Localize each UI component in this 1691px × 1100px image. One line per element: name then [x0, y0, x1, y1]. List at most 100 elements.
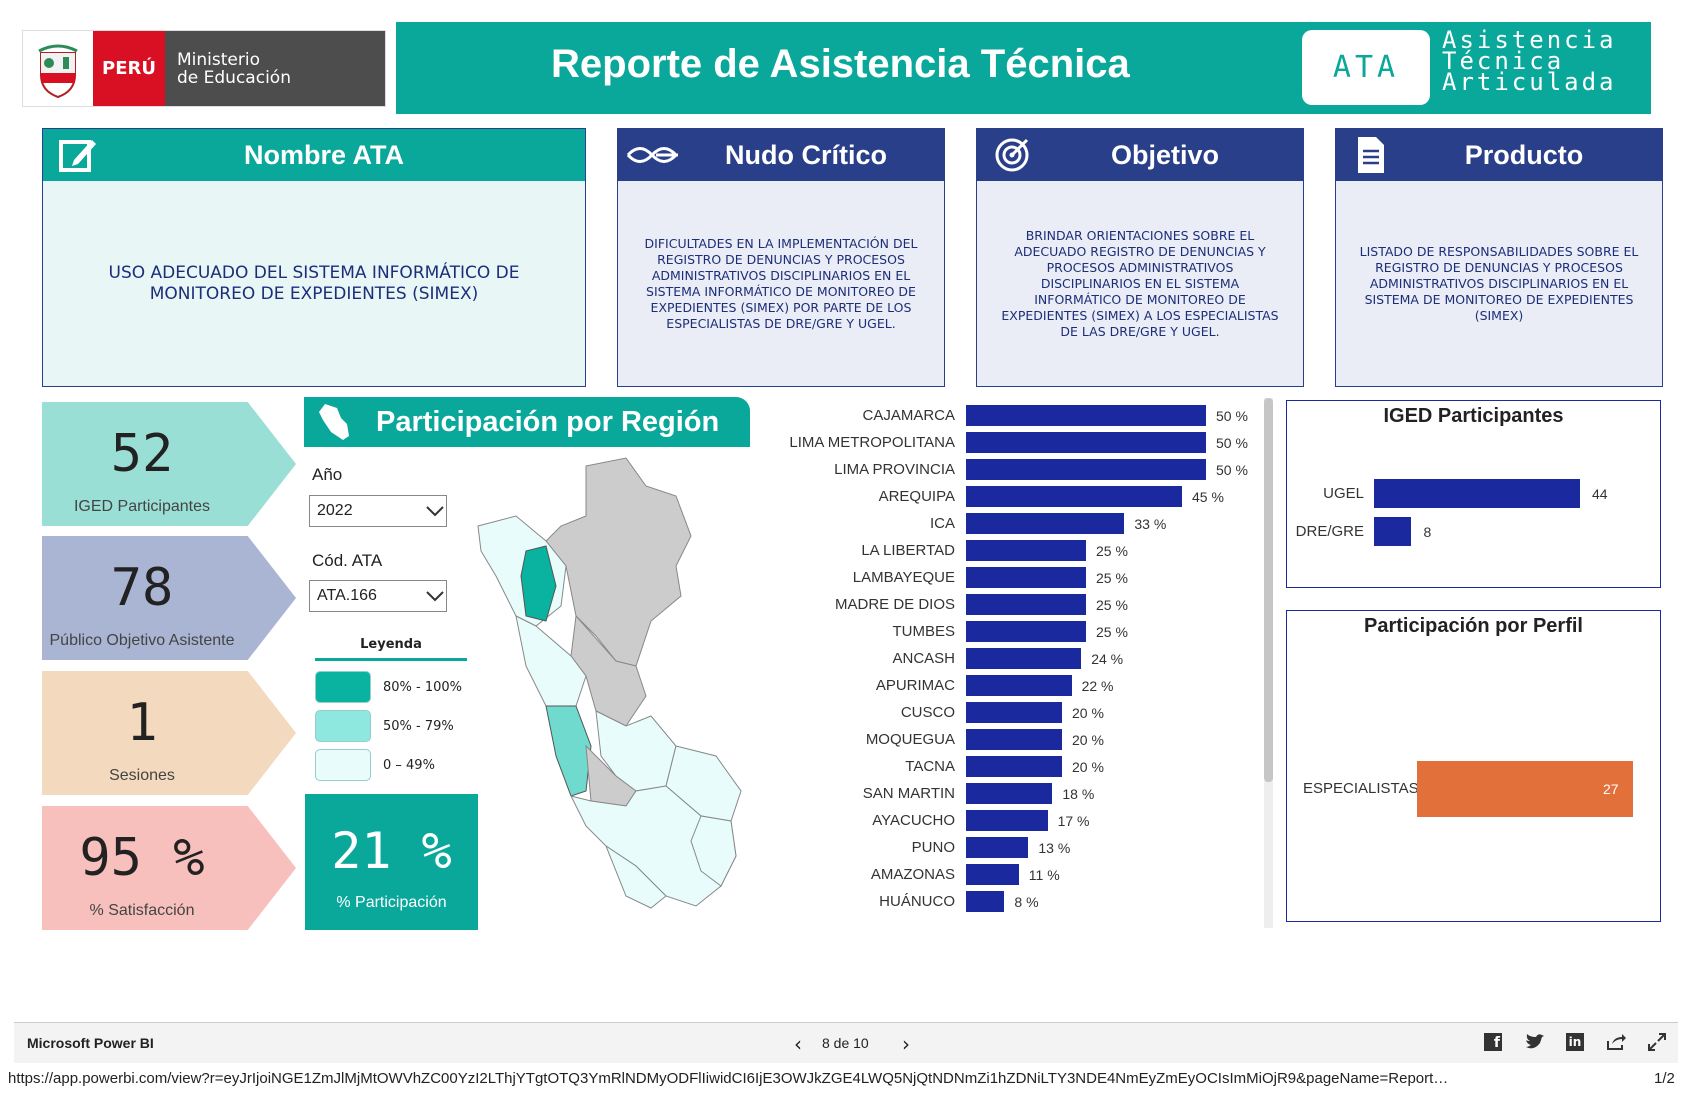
region-bar-label: TACNA [905, 758, 955, 775]
region-bar[interactable] [966, 594, 1086, 615]
region-bar-label: LIMA METROPOLITANA [789, 434, 955, 451]
map-region-loreto [545, 457, 692, 667]
region-bar-value: 18 % [1062, 786, 1095, 802]
iged-bar-value: 44 [1592, 486, 1608, 502]
legend-swatch [315, 749, 371, 781]
card-header: Nudo Crítico [618, 129, 944, 181]
legend-title: Leyenda [360, 637, 422, 652]
next-page-button[interactable]: › [902, 1032, 910, 1056]
page-url: https://app.powerbi.com/view?r=eyJrIjoiN… [8, 1070, 1449, 1087]
map-region-arequipa [604, 844, 667, 909]
region-bar-label: MOQUEGUA [865, 731, 955, 748]
iged-bar[interactable] [1374, 517, 1412, 546]
chevron-down-icon [426, 591, 444, 602]
region-bar-label: CAJAMARCA [862, 407, 955, 424]
region-bar[interactable] [966, 702, 1062, 723]
region-bar-value: 11 % [1028, 867, 1060, 883]
legend-swatch [315, 710, 371, 742]
perfil-panel: Participación por Perfil ESPECIALISTAS 27 [1286, 610, 1661, 922]
kpi-value: 78 [110, 558, 174, 618]
ministry-line2: de Educación [177, 67, 291, 88]
region-bar[interactable] [966, 756, 1062, 777]
card-header: Nombre ATA [43, 129, 585, 181]
region-bar-label: LAMBAYEQUE [852, 569, 955, 586]
region-bar[interactable] [966, 567, 1086, 588]
document-icon [1336, 135, 1406, 175]
facebook-icon[interactable]: f [1484, 1033, 1502, 1051]
year-value: 2022 [317, 502, 353, 519]
region-bar-label: AMAZONAS [870, 866, 955, 883]
legend-item: 0 – 49% [315, 749, 467, 781]
region-bar-label: TUMBES [892, 623, 955, 640]
region-bar-value: 25 % [1096, 597, 1128, 613]
perfil-bar-value: 27 [1603, 781, 1619, 797]
ata-text-line: Técnica [1442, 47, 1565, 75]
linkedin-icon[interactable]: in [1566, 1033, 1584, 1051]
iged-bar[interactable] [1374, 479, 1580, 508]
kpi-iged-participantes: 52 IGED Participantes [42, 402, 296, 526]
chart-scrollbar[interactable] [1264, 398, 1273, 928]
region-bar-label: ANCASH [892, 650, 955, 667]
legend-label: 50% - 79% [383, 718, 454, 734]
region-bar[interactable] [966, 648, 1082, 669]
legend-item: 80% - 100% [315, 671, 467, 703]
card-header: Objetivo [977, 129, 1303, 181]
card-producto: Producto LISTADO DE RESPONSABILIDADES SO… [1335, 128, 1663, 387]
region-bar-value: 45 % [1192, 489, 1224, 505]
region-bar[interactable] [966, 891, 1005, 912]
card-text: USO ADECUADO DEL SISTEMA INFORMÁTICO DE … [43, 181, 585, 386]
page-title: Reporte de Asistencia Técnica [551, 42, 1130, 86]
region-bar[interactable] [966, 621, 1086, 642]
peru-shield-icon [23, 31, 93, 106]
region-bar-value: 50 % [1216, 462, 1248, 478]
code-dropdown[interactable]: ATA.166 [309, 580, 447, 612]
twitter-icon[interactable] [1524, 1033, 1544, 1055]
card-title: Producto [1464, 139, 1584, 170]
card-nudo-critico: Nudo Crítico DIFICULTADES EN LA IMPLEMEN… [617, 128, 945, 387]
card-text: DIFICULTADES EN LA IMPLEMENTACIÓN DEL RE… [618, 181, 944, 386]
ata-text-line: Articulada [1442, 68, 1617, 96]
region-bar[interactable] [966, 486, 1182, 507]
peru-region-map[interactable] [476, 456, 788, 912]
region-bar[interactable] [966, 513, 1125, 534]
region-bar-label: AYACUCHO [872, 812, 955, 829]
iged-panel: IGED Participantes UGEL 44 DRE/GRE 8 [1286, 400, 1661, 588]
region-bar-value: 25 % [1096, 570, 1128, 586]
region-bar[interactable] [966, 459, 1206, 480]
panel-title: Participación por Perfil [1364, 615, 1583, 637]
region-bar[interactable] [966, 783, 1053, 804]
fullscreen-icon[interactable] [1648, 1033, 1666, 1055]
region-bar[interactable] [966, 405, 1206, 426]
region-bar[interactable] [966, 729, 1062, 750]
share-icon[interactable] [1606, 1033, 1626, 1055]
region-bar[interactable] [966, 675, 1072, 696]
ata-text-line: Asistencia [1442, 26, 1617, 54]
region-bar-label: HUÁNUCO [879, 893, 955, 910]
card-title: Objetivo [1110, 139, 1219, 170]
region-bar[interactable] [966, 810, 1048, 831]
map-legend: Leyenda 80% - 100% 50% - 79% 0 – 49% [315, 637, 467, 788]
region-bar[interactable] [966, 540, 1086, 561]
region-bar-value: 33 % [1134, 516, 1167, 532]
kpi-publico-objetivo: 78 Público Objetivo Asistente [42, 536, 296, 660]
region-bar[interactable] [966, 432, 1206, 453]
ministry-label: Ministerio de Educación [165, 31, 385, 106]
region-bar[interactable] [966, 864, 1019, 885]
ministry-line1: Ministerio [177, 49, 260, 70]
region-bar[interactable] [966, 837, 1029, 858]
region-bar-label: SAN MARTIN [862, 785, 955, 802]
scrollbar-thumb[interactable] [1264, 398, 1273, 782]
region-title: Participación por Región [376, 405, 720, 438]
prev-page-button[interactable]: ‹ [794, 1032, 802, 1056]
year-dropdown[interactable]: 2022 [309, 495, 447, 527]
map-region-center [515, 615, 587, 707]
kpi-label: % Satisfacción [89, 902, 195, 919]
card-text: LISTADO DE RESPONSABILIDADES SOBRE EL RE… [1336, 181, 1662, 386]
participation-label: % Participación [336, 894, 447, 911]
target-icon [977, 136, 1047, 174]
ata-text: Asistencia Técnica Articulada [1442, 26, 1617, 96]
region-bar-label: APURIMAC [875, 677, 955, 694]
edit-icon [43, 136, 113, 174]
perfil-bar[interactable] [1417, 761, 1633, 817]
card-text: BRINDAR ORIENTACIONES SOBRE EL ADECUADO … [977, 181, 1303, 386]
